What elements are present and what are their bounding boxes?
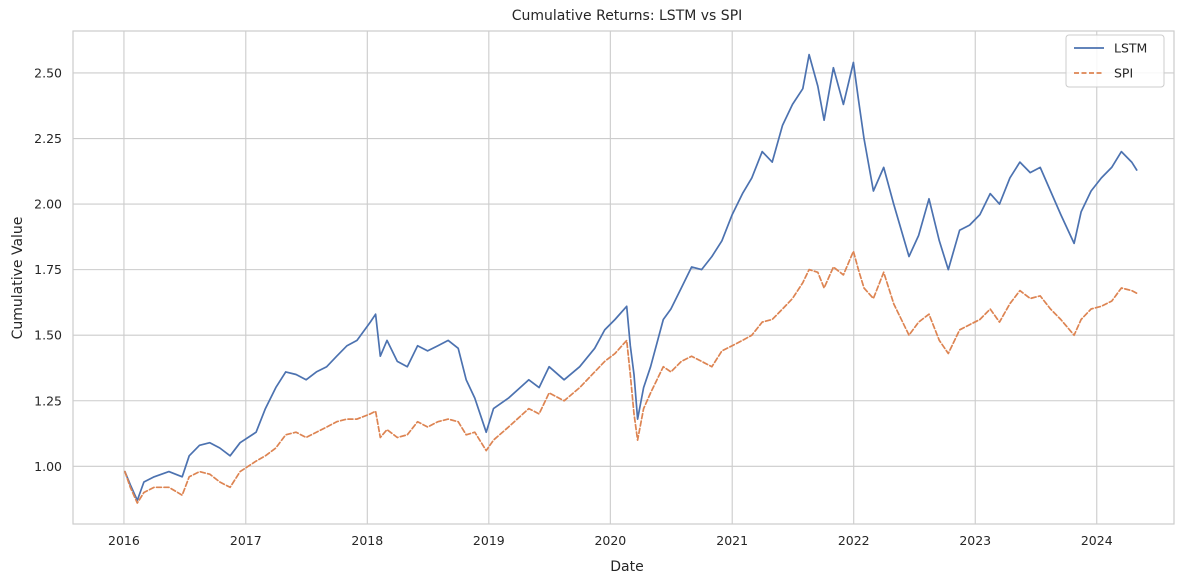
y-axis-label: Cumulative Value [10, 217, 26, 340]
tick-labels: 2016 2017 2018 2019 2020 2021 2022 2023 2024 1.00… [34, 65, 1113, 548]
chart-title: Cumulative Returns: LSTM vs SPI [512, 8, 743, 24]
y-tick-label: 1.75 [34, 262, 62, 277]
y-tick-label: 1.25 [34, 393, 62, 408]
x-tick-label: 2019 [473, 533, 505, 548]
series-layer [124, 53, 1138, 504]
legend: LSTM SPI [1065, 34, 1165, 88]
y-tick-label: 2.25 [34, 131, 62, 146]
x-axis-label: Date [610, 559, 643, 575]
y-tick-label: 2.50 [34, 65, 62, 80]
legend-label-spi: SPI [1114, 66, 1133, 81]
legend-label-lstm: LSTM [1114, 41, 1147, 56]
x-tick-label: 2017 [230, 533, 262, 548]
x-tick-label: 2020 [594, 533, 626, 548]
plot-frame [72, 30, 1175, 525]
x-tick-label: 2021 [716, 533, 748, 548]
series-line-spi [124, 250, 1138, 504]
grid [73, 31, 1174, 524]
series-line-lstm [124, 53, 1138, 502]
x-tick-label: 2022 [838, 533, 870, 548]
x-tick-label: 2016 [108, 533, 140, 548]
x-tick-label: 2024 [1081, 533, 1113, 548]
x-tick-label: 2023 [959, 533, 991, 548]
y-tick-label: 2.00 [34, 197, 62, 212]
y-tick-label: 1.50 [34, 328, 62, 343]
y-tick-label: 1.00 [34, 459, 62, 474]
x-tick-label: 2018 [351, 533, 383, 548]
